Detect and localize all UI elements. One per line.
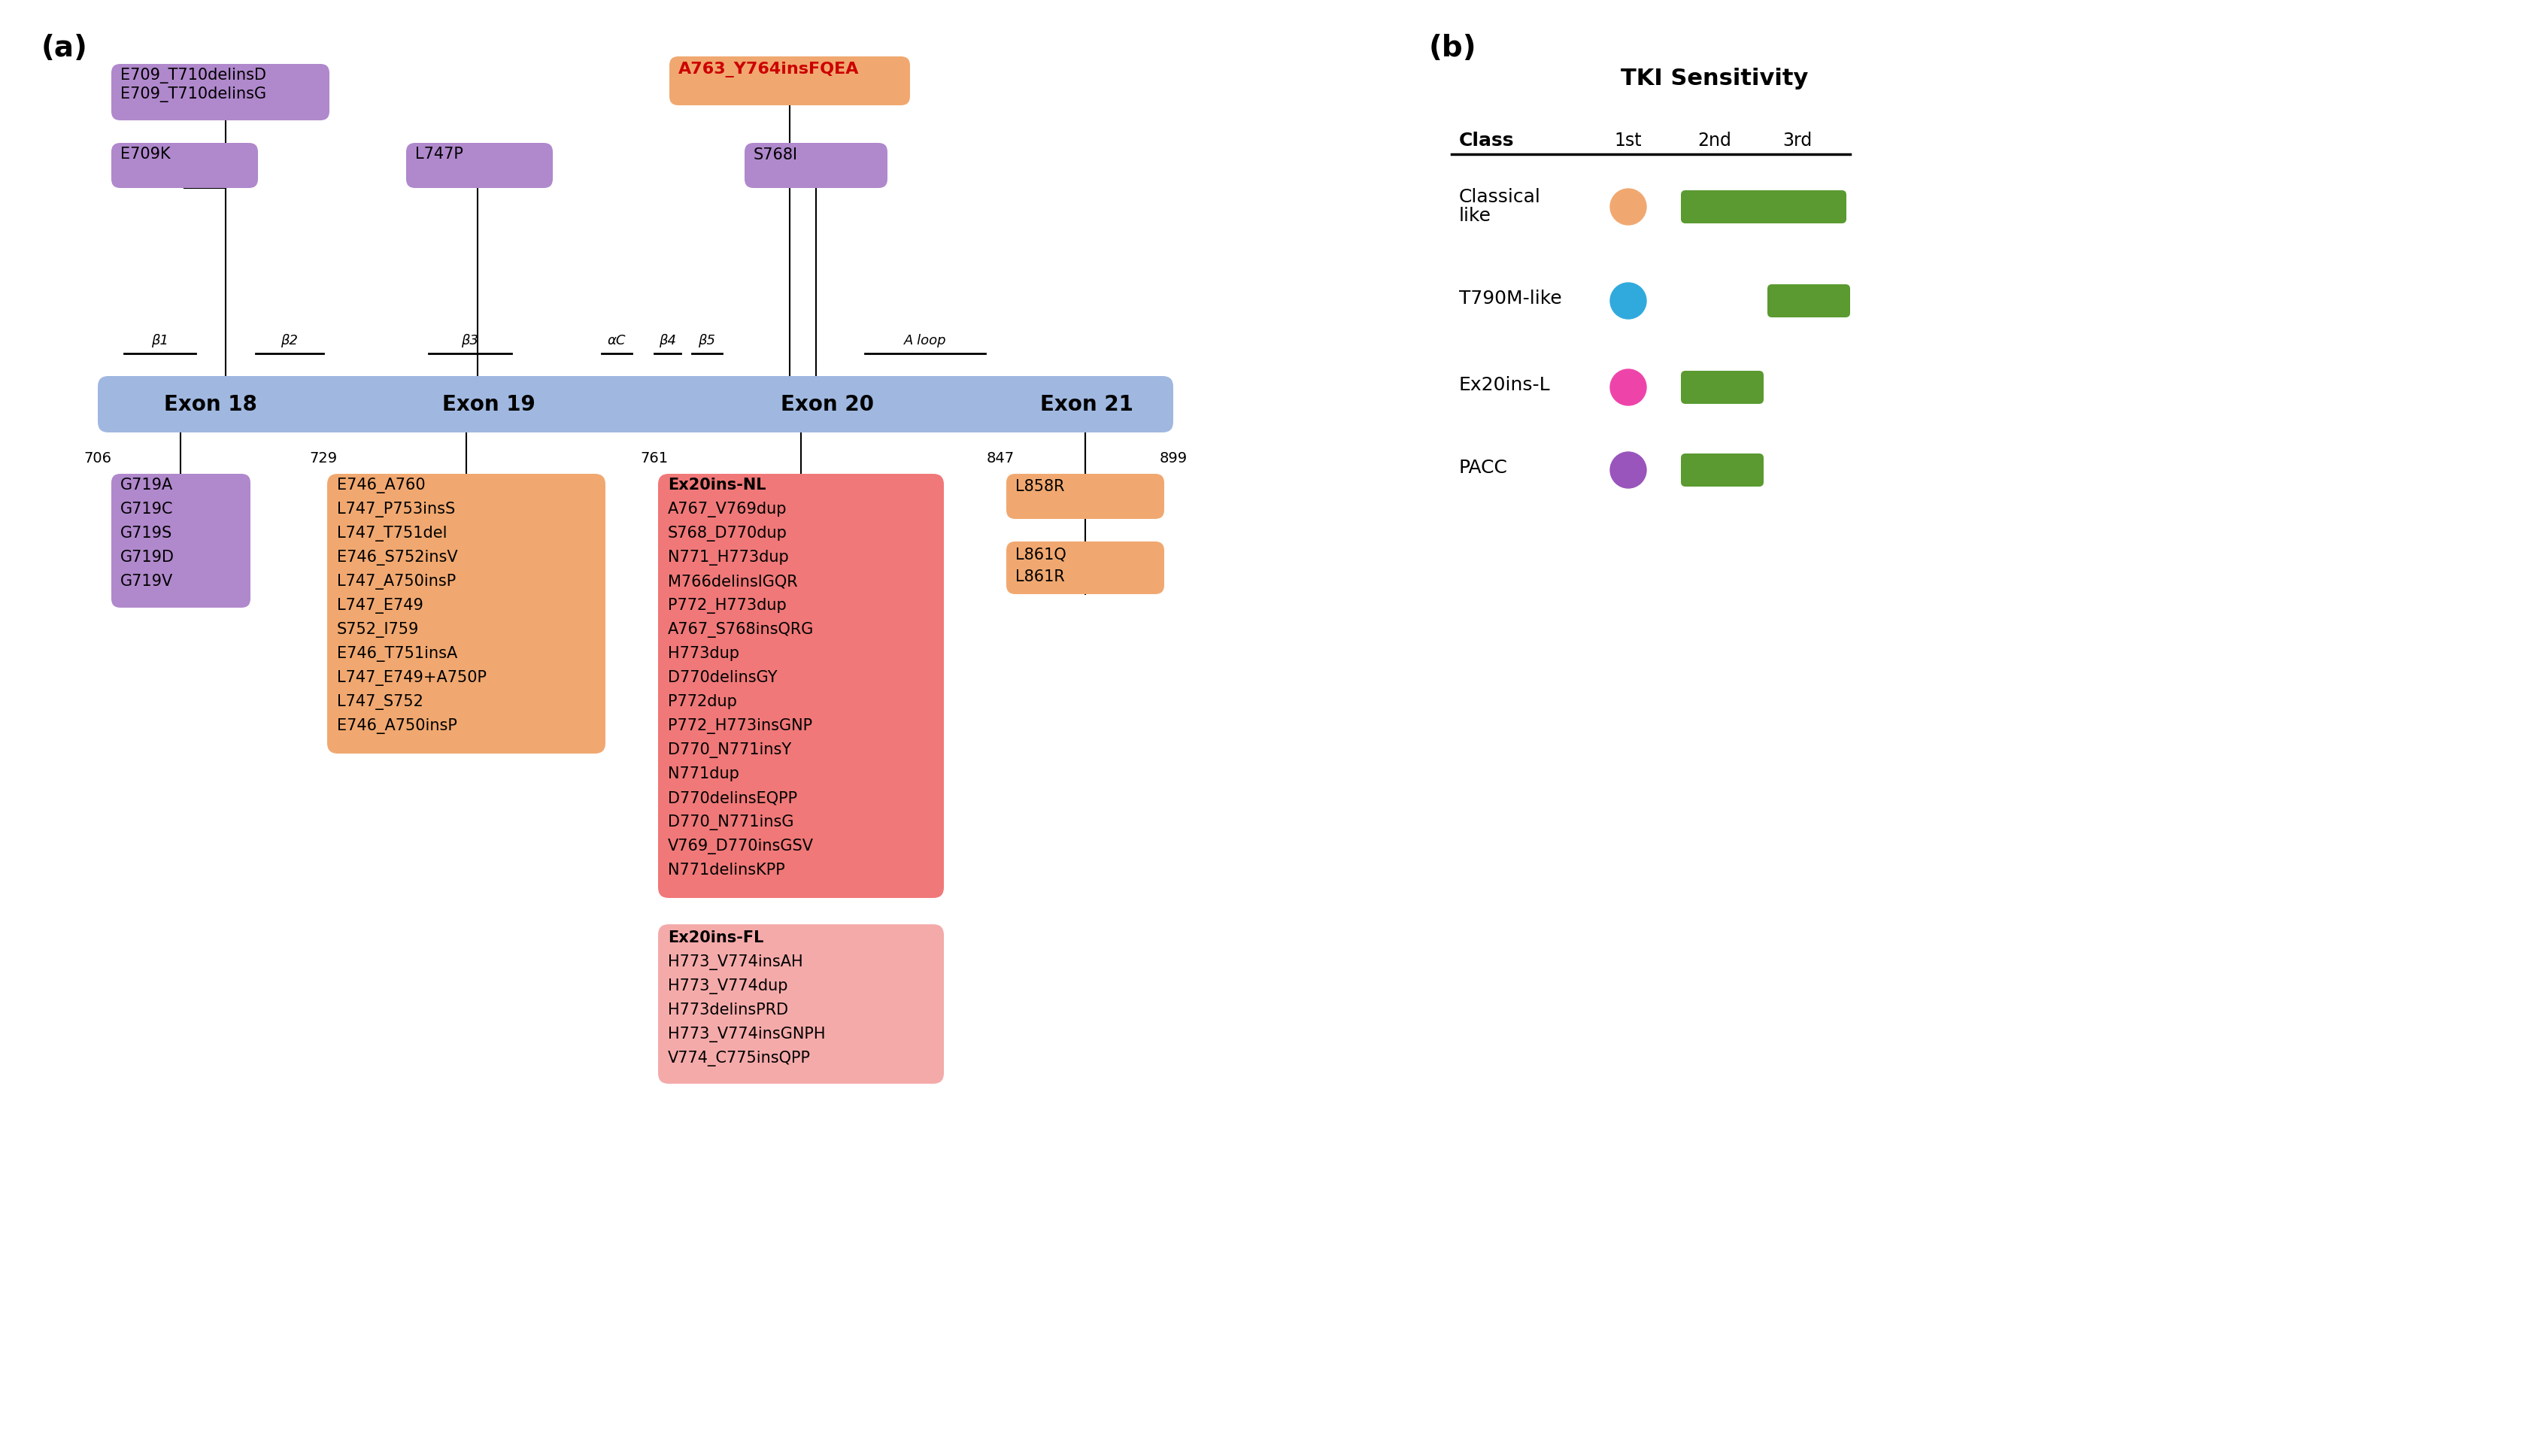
Text: L747_A750insP: L747_A750insP bbox=[336, 574, 455, 590]
Text: Ex20ins-NL: Ex20ins-NL bbox=[667, 478, 766, 492]
Text: Exon 18: Exon 18 bbox=[164, 393, 258, 415]
FancyBboxPatch shape bbox=[1680, 191, 1847, 223]
Text: H773_V774insGNPH: H773_V774insGNPH bbox=[667, 1026, 826, 1042]
Text: V774_C775insQPP: V774_C775insQPP bbox=[667, 1051, 811, 1066]
Text: G719C: G719C bbox=[121, 502, 174, 517]
Text: Exon 19: Exon 19 bbox=[442, 393, 536, 415]
Text: L747_E749+A750P: L747_E749+A750P bbox=[336, 670, 488, 686]
Text: Classical: Classical bbox=[1458, 188, 1541, 207]
Text: β5: β5 bbox=[697, 333, 715, 348]
Text: Ex20ins-L: Ex20ins-L bbox=[1458, 376, 1552, 395]
Text: H773dup: H773dup bbox=[667, 646, 740, 661]
Text: H773delinsPRD: H773delinsPRD bbox=[667, 1003, 788, 1018]
Text: L747_P753insS: L747_P753insS bbox=[336, 502, 455, 517]
Text: β4: β4 bbox=[660, 333, 677, 348]
Text: G719S: G719S bbox=[121, 526, 172, 540]
FancyBboxPatch shape bbox=[1006, 473, 1165, 518]
FancyBboxPatch shape bbox=[657, 925, 945, 1083]
Text: S768_D770dup: S768_D770dup bbox=[667, 526, 788, 542]
Text: αC: αC bbox=[606, 333, 627, 348]
Text: 1st: 1st bbox=[1615, 131, 1643, 150]
Text: E709_T710delinsG: E709_T710delinsG bbox=[121, 86, 265, 102]
Text: H773_V774insAH: H773_V774insAH bbox=[667, 954, 804, 970]
Text: Ex20ins-FL: Ex20ins-FL bbox=[667, 930, 763, 945]
Text: like: like bbox=[1458, 207, 1491, 224]
Text: N771_H773dup: N771_H773dup bbox=[667, 550, 788, 565]
Text: 706: 706 bbox=[83, 451, 111, 466]
Text: Exon 20: Exon 20 bbox=[781, 393, 874, 415]
Text: A763_Y764insFQEA: A763_Y764insFQEA bbox=[677, 61, 859, 77]
FancyBboxPatch shape bbox=[111, 473, 250, 607]
FancyBboxPatch shape bbox=[1766, 284, 1850, 317]
FancyBboxPatch shape bbox=[326, 473, 606, 754]
FancyBboxPatch shape bbox=[657, 473, 945, 898]
Circle shape bbox=[1610, 189, 1645, 224]
Text: G719A: G719A bbox=[121, 478, 174, 492]
Text: L747_E749: L747_E749 bbox=[336, 598, 425, 613]
Text: D770_N771insG: D770_N771insG bbox=[667, 814, 793, 830]
Circle shape bbox=[1610, 451, 1645, 488]
Text: P772_H773dup: P772_H773dup bbox=[667, 598, 786, 613]
Text: M766delinsIGQR: M766delinsIGQR bbox=[667, 574, 799, 588]
Text: L861Q: L861Q bbox=[1016, 547, 1066, 562]
Text: T790M-like: T790M-like bbox=[1458, 290, 1562, 307]
FancyBboxPatch shape bbox=[1680, 371, 1764, 403]
Text: L747_T751del: L747_T751del bbox=[336, 526, 447, 542]
Text: Class: Class bbox=[1458, 131, 1514, 150]
Text: β1: β1 bbox=[152, 333, 169, 348]
Text: D770delinsEQPP: D770delinsEQPP bbox=[667, 791, 799, 805]
Text: L858R: L858R bbox=[1016, 479, 1064, 494]
Text: A767_S768insQRG: A767_S768insQRG bbox=[667, 622, 814, 638]
FancyBboxPatch shape bbox=[407, 143, 553, 188]
Text: V769_D770insGSV: V769_D770insGSV bbox=[667, 839, 814, 855]
Text: β2: β2 bbox=[280, 333, 298, 348]
Text: P772dup: P772dup bbox=[667, 695, 738, 709]
Text: L747P: L747P bbox=[414, 147, 462, 162]
FancyBboxPatch shape bbox=[670, 57, 910, 105]
FancyBboxPatch shape bbox=[111, 64, 329, 121]
Circle shape bbox=[1610, 370, 1645, 405]
Text: E709_T710delinsD: E709_T710delinsD bbox=[121, 67, 265, 83]
Text: S752_I759: S752_I759 bbox=[336, 622, 419, 638]
Text: 847: 847 bbox=[986, 451, 1013, 466]
Text: E746_T751insA: E746_T751insA bbox=[336, 646, 457, 662]
FancyBboxPatch shape bbox=[1680, 453, 1764, 486]
Text: Exon 21: Exon 21 bbox=[1041, 393, 1132, 415]
Text: A loop: A loop bbox=[905, 333, 945, 348]
Text: 899: 899 bbox=[1160, 451, 1188, 466]
Text: P772_H773insGNP: P772_H773insGNP bbox=[667, 718, 811, 734]
Text: A767_V769dup: A767_V769dup bbox=[667, 502, 786, 517]
Text: G719D: G719D bbox=[121, 550, 174, 565]
Text: E746_A750insP: E746_A750insP bbox=[336, 718, 457, 734]
Text: D770_N771insY: D770_N771insY bbox=[667, 743, 791, 759]
Text: H773_V774dup: H773_V774dup bbox=[667, 978, 788, 994]
FancyBboxPatch shape bbox=[1006, 542, 1165, 594]
Circle shape bbox=[1610, 282, 1645, 319]
Text: N771dup: N771dup bbox=[667, 766, 740, 782]
Text: PACC: PACC bbox=[1458, 459, 1509, 476]
Text: D770delinsGY: D770delinsGY bbox=[667, 670, 778, 686]
Text: N771delinsKPP: N771delinsKPP bbox=[667, 862, 786, 878]
Text: L861R: L861R bbox=[1016, 569, 1064, 584]
Text: G719V: G719V bbox=[121, 574, 174, 588]
Text: (a): (a) bbox=[40, 33, 88, 63]
Text: 3rd: 3rd bbox=[1782, 131, 1812, 150]
Text: 2nd: 2nd bbox=[1698, 131, 1731, 150]
Text: L747_S752: L747_S752 bbox=[336, 695, 425, 711]
Text: E709K: E709K bbox=[121, 147, 169, 162]
Text: (b): (b) bbox=[1428, 33, 1476, 63]
Text: S768I: S768I bbox=[753, 147, 799, 163]
FancyBboxPatch shape bbox=[111, 143, 258, 188]
Text: 729: 729 bbox=[308, 451, 339, 466]
FancyBboxPatch shape bbox=[99, 376, 1173, 432]
Text: 761: 761 bbox=[639, 451, 667, 466]
Text: TKI Sensitivity: TKI Sensitivity bbox=[1620, 67, 1809, 89]
Text: β3: β3 bbox=[462, 333, 478, 348]
Text: E746_A760: E746_A760 bbox=[336, 478, 425, 494]
Text: E746_S752insV: E746_S752insV bbox=[336, 550, 457, 565]
FancyBboxPatch shape bbox=[745, 143, 887, 188]
